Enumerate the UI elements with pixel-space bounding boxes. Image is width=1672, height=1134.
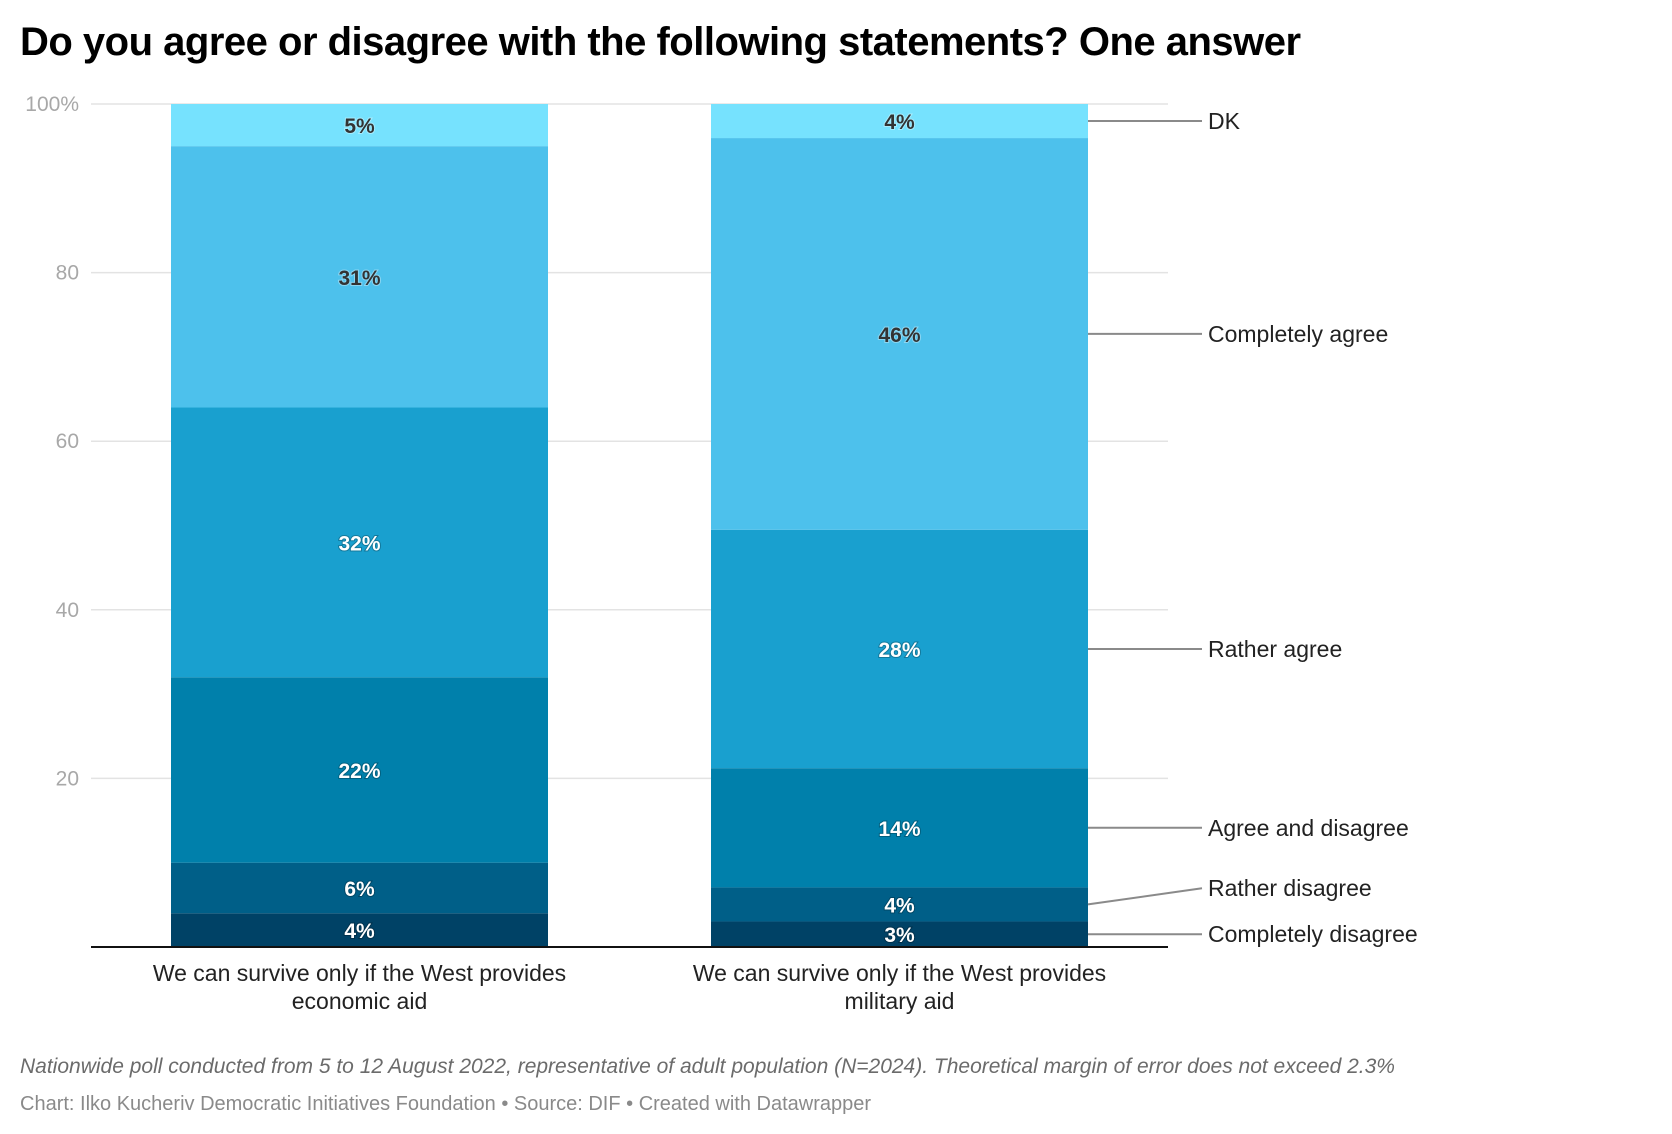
bar-segment (711, 529, 1088, 769)
chart-notes: Nationwide poll conducted from 5 to 12 A… (20, 1055, 1395, 1078)
data-label: 22% (338, 760, 380, 783)
data-label: 4% (884, 111, 915, 134)
legend-label: Rather agree (1208, 636, 1342, 662)
x-axis: We can survive only if the West provides… (91, 946, 1168, 1014)
direct-legend: Completely disagree Rather disagree Agree … (1087, 108, 1418, 947)
chart-footer: Chart: Ilko Kucheriv Democratic Initiati… (20, 1093, 872, 1115)
bar-segment (711, 768, 1088, 888)
bar-segment (171, 677, 548, 863)
bar-segment (171, 104, 548, 147)
legend-label: Completely agree (1208, 321, 1388, 347)
x-category-label-line: We can survive only if the West provides (153, 960, 566, 986)
legend-label: DK (1208, 108, 1241, 134)
y-axis: 20 40 60 80 100% (25, 93, 79, 790)
bar-segment (711, 921, 1088, 947)
data-label: 46% (878, 324, 920, 347)
data-label: 4% (344, 920, 375, 943)
x-category-label-line: military aid (845, 988, 955, 1014)
data-label: 3% (884, 924, 915, 947)
legend-label: Agree and disagree (1208, 815, 1409, 841)
bar-segment (711, 138, 1088, 530)
bar-segment (171, 407, 548, 678)
data-label: 32% (338, 532, 380, 555)
x-category-label: We can survive only if the West provides… (153, 960, 566, 1014)
stacked-bar-chart: 20 40 60 80 100% 4% 6% 22% 32% 31% 5% 3% 4% 14% 28% 46… (25, 93, 1418, 1014)
bar-segment (171, 146, 548, 408)
bar-segment (171, 862, 548, 914)
data-label: 4% (884, 894, 915, 917)
data-label: 5% (344, 115, 375, 138)
bar-segment (171, 913, 548, 947)
data-label: 28% (878, 639, 920, 662)
legend-label: Completely disagree (1208, 921, 1418, 947)
data-label: 14% (878, 818, 920, 841)
y-tick-label: 20 (56, 767, 79, 790)
y-tick-label: 60 (56, 430, 79, 453)
chart-title: Do you agree or disagree with the follow… (20, 20, 1301, 64)
y-tick-label: 80 (56, 262, 79, 285)
data-label: 31% (338, 267, 380, 290)
bar-segment (711, 887, 1088, 922)
value-labels: 4% 6% 22% 32% 31% 5% 3% 4% 14% 28% 46% 4% (337, 110, 921, 948)
x-category-label-line: We can survive only if the West provides (693, 960, 1106, 986)
bars (171, 104, 1088, 947)
y-tick-label: 100% (25, 93, 79, 116)
y-tick-label: 40 (56, 599, 79, 622)
legend-label: Rather disagree (1208, 875, 1372, 901)
x-category-label-line: economic aid (292, 988, 428, 1014)
bar-segment (711, 104, 1088, 139)
data-label: 6% (344, 878, 375, 901)
x-category-label: We can survive only if the West provides… (693, 960, 1106, 1014)
legend-leader-line (1087, 887, 1203, 906)
